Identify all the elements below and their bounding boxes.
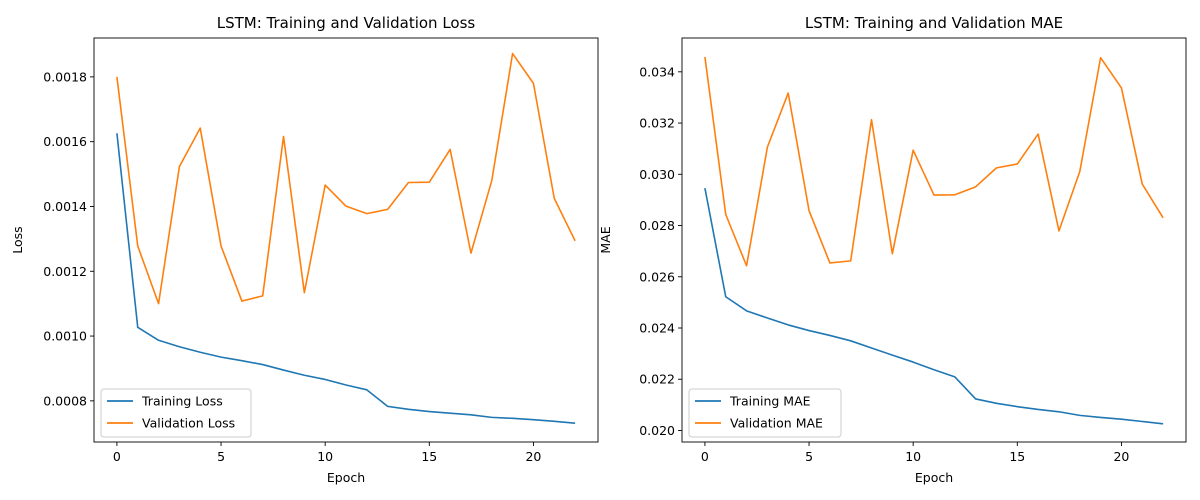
series-line-training-loss — [116, 133, 576, 425]
y-tick-label: 0.034 — [639, 64, 675, 79]
x-tick-label: 20 — [1113, 449, 1129, 464]
chart-title: LSTM: Training and Validation Loss — [217, 14, 476, 32]
plot-frame — [681, 37, 1187, 443]
x-tick-label: 15 — [1009, 449, 1025, 464]
y-tick-label: 0.032 — [639, 116, 675, 131]
x-tick-label: 0 — [701, 449, 709, 464]
x-axis-label: Epoch — [915, 470, 953, 485]
y-axis-label: MAE — [598, 226, 613, 253]
chart-panel-2: LSTM: Training and Validation MAE 0 5 10 15 2… — [598, 14, 1187, 485]
plot-frame — [93, 37, 599, 443]
y-tick-label: 0.028 — [639, 218, 675, 233]
legend-label: Validation MAE — [730, 416, 823, 431]
x-axis-label: Epoch — [327, 470, 365, 485]
x-tick-label: 10 — [905, 449, 921, 464]
y-tick-label: 0.024 — [639, 320, 675, 335]
y-tick-label: 0.026 — [639, 269, 675, 284]
y-tick-label: 0.030 — [639, 167, 675, 182]
legend: Training MAE Validation MAE — [688, 388, 842, 438]
y-tick-label: 0.0014 — [43, 199, 87, 214]
legend-label: Training MAE — [729, 394, 811, 409]
series-line-validation-mae — [704, 56, 1164, 267]
y-tick-label: 0.022 — [639, 372, 675, 387]
x-tick-label: 0 — [113, 449, 121, 464]
series-line-validation-loss — [116, 52, 576, 305]
x-tick-label: 5 — [805, 449, 813, 464]
y-tick-label: 0.0012 — [43, 264, 87, 279]
y-tick-label: 0.0016 — [43, 134, 87, 149]
y-tick-label: 0.020 — [639, 423, 675, 438]
x-tick-label: 20 — [525, 449, 541, 464]
legend: Training Loss Validation Loss — [100, 388, 252, 438]
series-line-training-mae — [704, 187, 1164, 425]
x-tick-label: 10 — [317, 449, 333, 464]
legend-box — [100, 388, 252, 438]
x-tick-label: 5 — [217, 449, 225, 464]
chart-title: LSTM: Training and Validation MAE — [805, 14, 1063, 32]
y-tick-label: 0.0010 — [43, 329, 87, 344]
y-tick-label: 0.0008 — [43, 393, 87, 408]
chart-panel-1: LSTM: Training and Validation Loss 0 5 10 15… — [10, 14, 599, 485]
legend-box — [688, 388, 842, 438]
y-axis-label: Loss — [10, 226, 25, 253]
y-tick-label: 0.0018 — [43, 69, 87, 84]
legend-label: Training Loss — [141, 394, 223, 409]
legend-label: Validation Loss — [142, 416, 235, 431]
x-tick-label: 15 — [421, 449, 437, 464]
